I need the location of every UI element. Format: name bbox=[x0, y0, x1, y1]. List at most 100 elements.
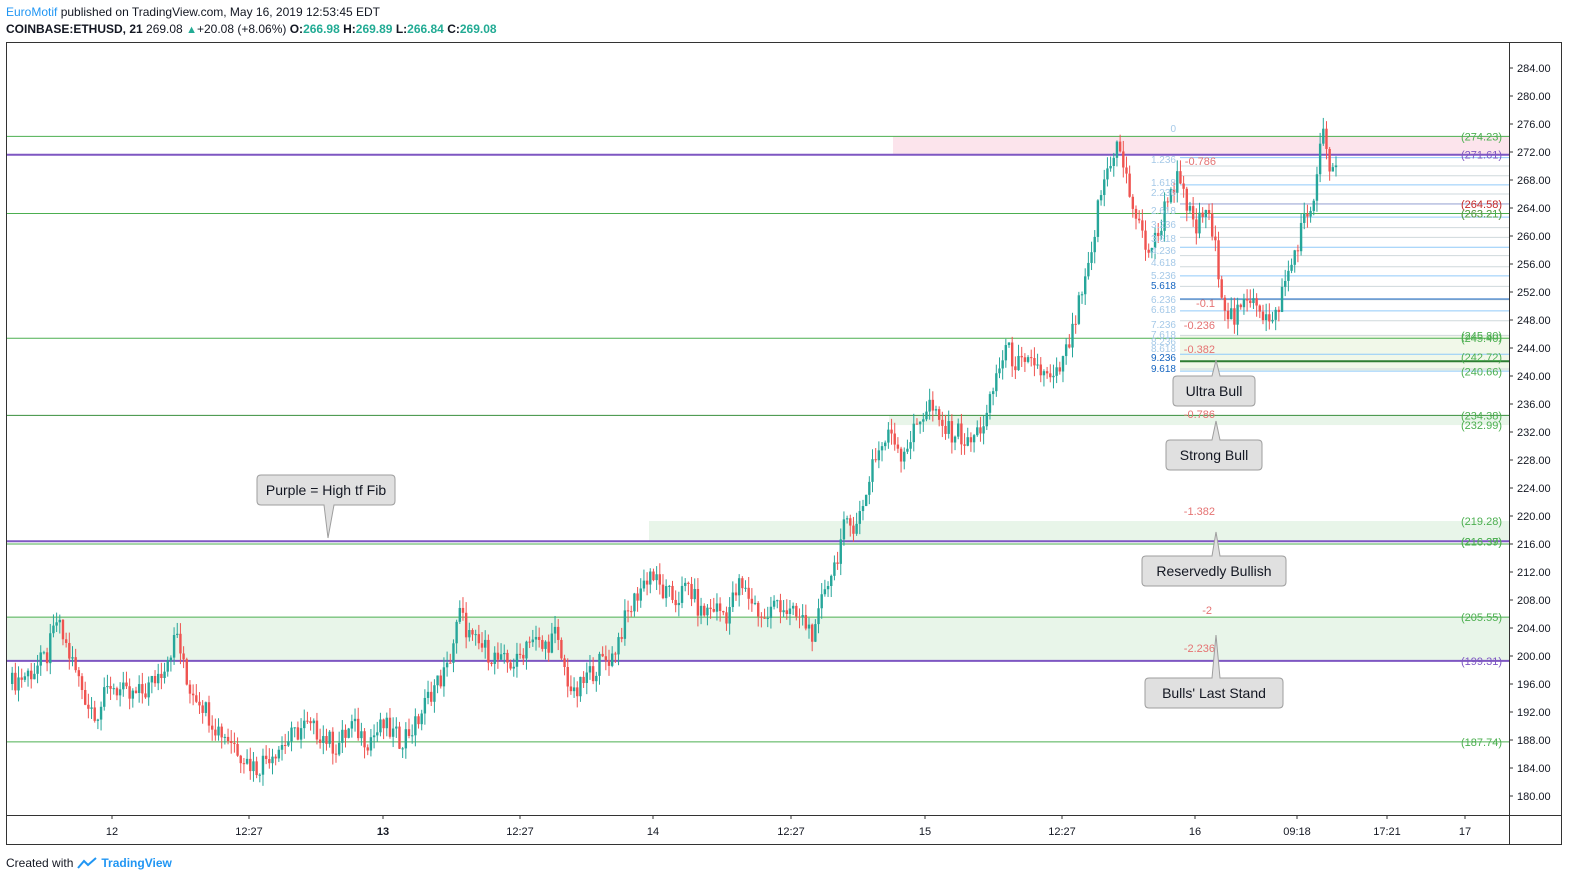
candle bbox=[912, 413, 915, 452]
candle bbox=[1306, 204, 1309, 228]
candle bbox=[595, 671, 598, 692]
candle-body bbox=[1204, 210, 1208, 217]
candle-body bbox=[626, 610, 630, 612]
publisher-name[interactable]: EuroMotif bbox=[6, 5, 58, 19]
plot-area[interactable] bbox=[6, 42, 1510, 816]
candle bbox=[477, 624, 481, 650]
candle bbox=[264, 745, 268, 765]
candle bbox=[915, 418, 919, 425]
candle bbox=[1042, 369, 1046, 387]
fib-label-2-236: 2.236 bbox=[1151, 188, 1176, 199]
candle bbox=[461, 597, 465, 621]
candle bbox=[1017, 344, 1020, 371]
candle-body bbox=[753, 602, 757, 604]
created-with-text: Created with bbox=[6, 856, 74, 870]
candle bbox=[560, 637, 563, 660]
candle-body bbox=[1312, 200, 1315, 211]
candle bbox=[1230, 297, 1233, 320]
candle-body bbox=[712, 609, 715, 612]
fib-label-7-236: 7.236 bbox=[1151, 320, 1176, 331]
candle bbox=[420, 709, 423, 731]
candle bbox=[30, 662, 33, 689]
candle bbox=[496, 642, 500, 669]
candle-body bbox=[420, 713, 423, 725]
candle bbox=[966, 427, 969, 447]
candle bbox=[664, 579, 668, 607]
candle-body bbox=[579, 676, 582, 697]
candle bbox=[195, 684, 198, 704]
candle bbox=[699, 597, 703, 625]
candle-body bbox=[144, 693, 147, 698]
candle-body bbox=[842, 519, 846, 540]
candle-body bbox=[249, 758, 252, 772]
candle bbox=[1071, 312, 1074, 358]
candle-body bbox=[995, 373, 998, 392]
time-axis[interactable] bbox=[6, 815, 1510, 845]
candle bbox=[731, 581, 735, 612]
candle-body bbox=[80, 676, 84, 691]
candle bbox=[817, 598, 820, 634]
candle bbox=[1103, 169, 1106, 207]
candle-body bbox=[1172, 189, 1176, 193]
candle bbox=[1255, 293, 1258, 317]
candle bbox=[318, 728, 322, 749]
fib-label-6-618: 6.618 bbox=[1151, 305, 1176, 316]
candle bbox=[128, 678, 131, 710]
candle bbox=[1112, 152, 1115, 177]
price-axis[interactable] bbox=[1509, 42, 1562, 816]
candle-body bbox=[404, 729, 408, 749]
candle bbox=[1287, 260, 1290, 292]
candle-body bbox=[398, 726, 401, 749]
candle bbox=[845, 515, 849, 524]
candle-body bbox=[1255, 298, 1258, 306]
candle bbox=[45, 647, 49, 672]
candle-body bbox=[785, 610, 788, 614]
candle bbox=[169, 655, 173, 672]
candle bbox=[553, 615, 557, 644]
candle bbox=[547, 634, 550, 662]
candle bbox=[1080, 291, 1084, 304]
candle-body bbox=[699, 605, 703, 616]
candle bbox=[1217, 231, 1220, 288]
candle-body bbox=[376, 732, 379, 736]
candle bbox=[77, 667, 81, 687]
candle bbox=[445, 651, 449, 677]
level-label-12: (216.39) bbox=[1461, 536, 1502, 548]
candle bbox=[1261, 304, 1265, 325]
candle-body bbox=[836, 562, 839, 564]
candle-body bbox=[487, 639, 490, 663]
candle-body bbox=[147, 682, 150, 698]
candle-body bbox=[798, 616, 801, 618]
candle-body bbox=[1061, 356, 1065, 372]
candle bbox=[931, 391, 935, 422]
candle-body bbox=[966, 437, 969, 446]
candle-body bbox=[664, 586, 668, 599]
candle-body bbox=[553, 626, 557, 634]
candle-body bbox=[252, 761, 255, 772]
candle-body bbox=[58, 619, 61, 623]
candle bbox=[223, 733, 227, 745]
candle bbox=[712, 597, 715, 613]
candle-body bbox=[503, 652, 506, 655]
candle bbox=[1191, 197, 1195, 227]
candle bbox=[74, 648, 77, 673]
x-tick-label-7: 12:27 bbox=[1048, 826, 1076, 838]
candle-body bbox=[1315, 174, 1319, 201]
candle bbox=[941, 411, 944, 438]
fib-label-6-236: 6.236 bbox=[1151, 295, 1176, 306]
candle bbox=[715, 593, 719, 621]
candle-body bbox=[382, 719, 385, 729]
candle-body bbox=[439, 675, 442, 687]
candle-body bbox=[1293, 250, 1296, 265]
candle bbox=[144, 683, 147, 699]
candle-body bbox=[852, 525, 855, 534]
candle-body bbox=[483, 639, 487, 648]
candle-body bbox=[490, 662, 493, 664]
candle bbox=[1258, 304, 1262, 319]
fib-label-5-618: 5.618 bbox=[1151, 281, 1176, 292]
y-tick-label-10: 244.00 bbox=[1517, 343, 1551, 355]
tradingview-brand[interactable]: TradingView bbox=[101, 856, 172, 870]
candle-body bbox=[493, 652, 496, 664]
candle-body bbox=[1084, 276, 1087, 295]
